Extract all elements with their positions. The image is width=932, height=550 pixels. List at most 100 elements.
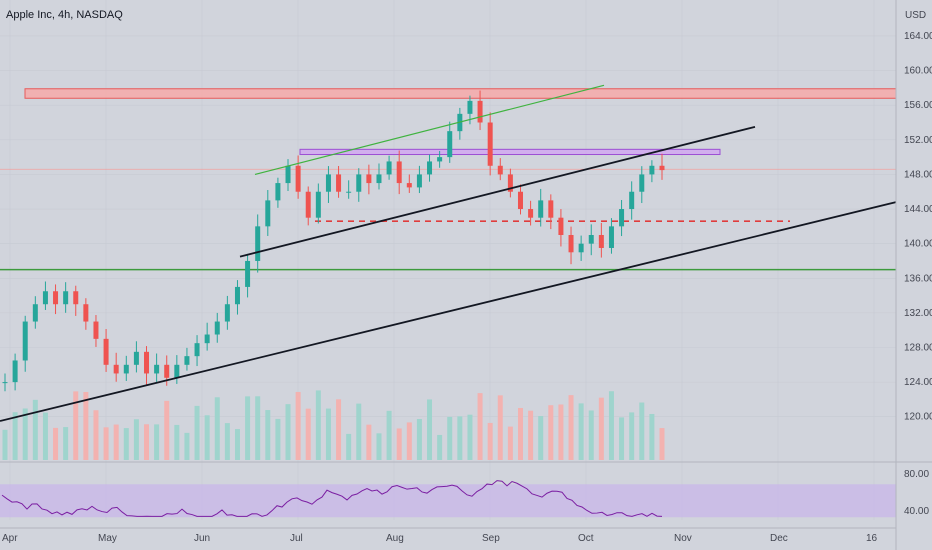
volume-bar <box>588 410 594 460</box>
candle-body <box>184 356 190 365</box>
volume-bar <box>22 408 28 460</box>
x-tick-label: May <box>98 533 117 544</box>
candle-body <box>548 200 554 218</box>
volume-bar <box>214 397 220 460</box>
volume-bar <box>619 417 625 460</box>
volume-layer <box>2 390 665 460</box>
volume-bar <box>416 418 422 460</box>
volume-bar <box>366 424 372 460</box>
candle-body <box>406 183 412 188</box>
candle-body <box>558 217 564 235</box>
volume-bar <box>224 423 230 460</box>
volume-bar <box>487 422 493 460</box>
volume-bar <box>2 429 8 460</box>
volume-bar <box>83 391 89 460</box>
candle-body <box>568 235 574 253</box>
volume-bar <box>568 395 574 460</box>
volume-bar <box>356 403 362 460</box>
long-uptrend-line[interactable] <box>0 201 897 422</box>
volume-bar <box>629 412 635 460</box>
candle-body <box>588 235 594 244</box>
x-tick-label: Jun <box>194 533 210 544</box>
y-tick-label: 156.00 <box>904 100 932 111</box>
candle-body <box>93 321 99 339</box>
volume-bar <box>164 400 170 460</box>
volume-bar <box>174 424 180 460</box>
candle-body <box>467 100 473 114</box>
candle-body <box>608 226 614 248</box>
volume-bar <box>42 412 48 460</box>
candle-body <box>275 183 281 201</box>
volume-bar <box>477 393 483 460</box>
volume-bar <box>396 428 402 460</box>
channel-upper-line[interactable] <box>254 84 605 176</box>
volume-bar <box>548 405 554 460</box>
volume-bar <box>558 404 564 460</box>
candle-body <box>598 235 604 248</box>
line-layer <box>0 168 896 271</box>
candle-body <box>528 209 534 218</box>
y-tick-label: 132.00 <box>904 308 932 319</box>
volume-bar <box>497 395 503 460</box>
resistance-zone-mid[interactable] <box>299 148 721 156</box>
volume-bar <box>194 405 200 460</box>
volume-bar <box>12 412 18 460</box>
candle-body <box>204 334 210 344</box>
y-tick-label: 128.00 <box>904 343 932 354</box>
x-tick-label: Aug <box>386 533 404 544</box>
volume-bar <box>538 416 544 460</box>
candle-body <box>659 165 665 171</box>
candle-body <box>245 260 251 287</box>
price-axis-panel <box>896 0 932 550</box>
trend-layer <box>0 84 897 422</box>
candle-body <box>427 161 433 175</box>
volume-bar <box>639 402 645 460</box>
volume-bar <box>53 427 59 460</box>
volume-bar <box>154 424 160 460</box>
volume-bar <box>245 396 251 460</box>
candle-body <box>386 161 392 175</box>
candle-body <box>437 157 443 162</box>
resistance-zone-top[interactable] <box>24 88 897 99</box>
volume-bar <box>528 410 534 460</box>
volume-bar <box>234 429 240 460</box>
volume-bar <box>255 396 261 460</box>
candle-body <box>113 364 119 374</box>
volume-bar <box>63 427 69 460</box>
volume-bar <box>113 424 119 460</box>
volume-bar <box>376 433 382 460</box>
candle-body <box>234 286 240 305</box>
volume-bar <box>295 391 301 460</box>
volume-bar <box>386 410 392 460</box>
rsi-tick-label: 80.00 <box>904 469 929 480</box>
candle-body <box>214 321 220 335</box>
volume-bar <box>608 391 614 460</box>
candle-body <box>619 209 625 227</box>
y-tick-label: 144.00 <box>904 204 932 215</box>
candle-body <box>376 174 382 184</box>
x-tick-label: Oct <box>578 533 594 544</box>
candle-body <box>32 304 38 322</box>
candle-body <box>325 174 331 192</box>
y-tick-label: 160.00 <box>904 66 932 77</box>
x-tick-label: Sep <box>482 533 500 544</box>
volume-bar <box>315 390 321 460</box>
channel-lower-line[interactable] <box>239 125 756 258</box>
candle-body <box>578 243 584 253</box>
candle-body <box>396 161 402 184</box>
volume-bar <box>659 428 665 460</box>
candle-body <box>538 200 544 218</box>
x-tick-label: Jul <box>290 533 303 544</box>
candle-body <box>336 174 342 192</box>
candle-body <box>194 343 200 357</box>
candle-body <box>255 226 261 261</box>
candle-body <box>295 165 301 192</box>
candle-body <box>42 291 48 305</box>
candle-body <box>366 174 372 184</box>
candle-body <box>73 291 79 305</box>
rsi-tick-label: 40.00 <box>904 506 929 517</box>
volume-bar <box>437 434 443 460</box>
y-tick-label: 136.00 <box>904 273 932 284</box>
volume-bar <box>275 418 281 460</box>
